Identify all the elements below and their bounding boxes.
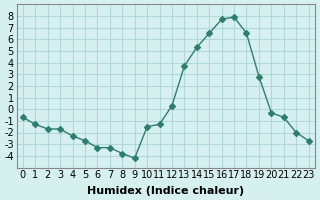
X-axis label: Humidex (Indice chaleur): Humidex (Indice chaleur) [87, 186, 244, 196]
